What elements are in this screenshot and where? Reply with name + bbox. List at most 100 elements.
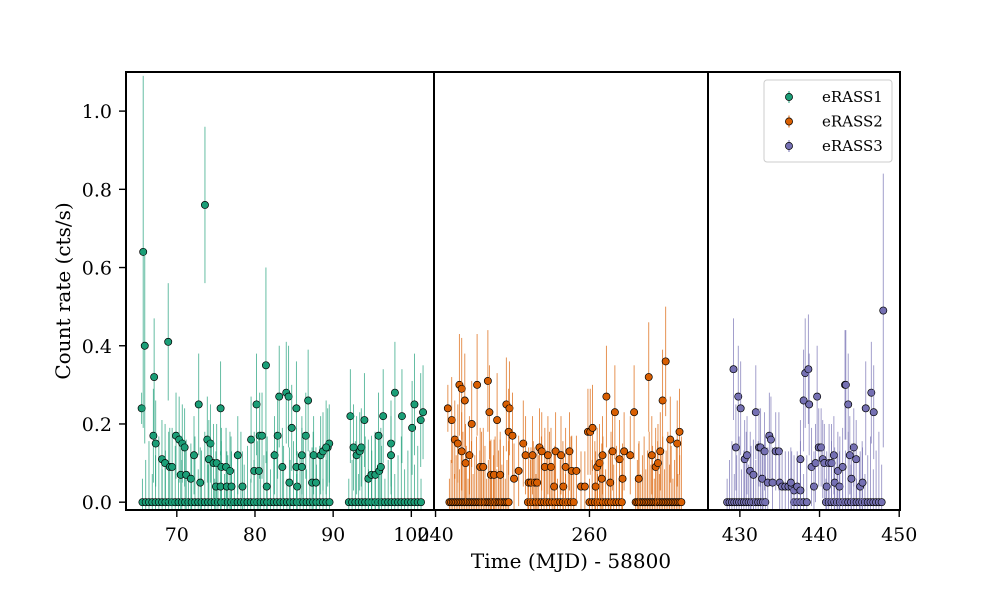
data-point xyxy=(410,400,419,409)
data-point xyxy=(479,463,488,471)
data-point xyxy=(606,478,615,487)
data-point xyxy=(137,404,146,413)
data-point xyxy=(591,482,600,491)
data-point xyxy=(374,431,383,440)
data-point xyxy=(841,380,850,389)
data-point xyxy=(543,451,552,460)
data-point xyxy=(758,474,767,483)
data-point xyxy=(186,474,195,483)
data-point xyxy=(661,357,670,366)
data-point xyxy=(729,365,738,374)
data-point xyxy=(768,478,777,487)
data-point xyxy=(457,384,466,393)
x-tick-label: 430 xyxy=(722,524,758,546)
data-point xyxy=(656,447,665,456)
data-point xyxy=(858,478,867,487)
data-point xyxy=(602,392,611,401)
y-tick-label: 0.4 xyxy=(82,336,112,358)
data-point xyxy=(786,478,795,487)
data-point xyxy=(626,451,635,460)
data-point xyxy=(610,408,619,417)
data-point xyxy=(275,392,284,401)
data-point xyxy=(346,412,355,421)
data-point xyxy=(731,443,740,452)
data-point xyxy=(829,451,838,460)
legend-marker xyxy=(785,93,793,101)
data-point xyxy=(879,306,888,315)
legend: eRASS1 eRASS2 eRASS3 xyxy=(763,79,893,163)
data-point xyxy=(802,498,811,507)
data-point xyxy=(149,431,158,440)
data-point xyxy=(180,443,189,452)
data-point xyxy=(845,451,854,460)
data-point xyxy=(647,451,656,460)
data-point xyxy=(861,404,870,413)
data-point xyxy=(304,396,313,405)
data-point xyxy=(360,416,369,425)
panel-1-data xyxy=(137,75,428,510)
data-point xyxy=(252,400,261,409)
data-point xyxy=(387,451,395,460)
data-point xyxy=(847,474,856,483)
data-point xyxy=(572,466,581,475)
data-point xyxy=(325,498,334,507)
panel-2-data xyxy=(443,306,686,510)
data-point xyxy=(297,463,306,471)
data-point xyxy=(547,463,555,471)
data-point xyxy=(813,392,822,401)
data-point xyxy=(588,423,597,432)
y-tick-label: 0.8 xyxy=(82,179,112,201)
data-point xyxy=(533,478,542,487)
data-point xyxy=(349,443,358,452)
data-point xyxy=(460,396,469,405)
x-tick-label: 70 xyxy=(165,524,189,546)
data-point xyxy=(514,466,523,475)
data-point xyxy=(557,451,565,460)
x-axis-label: Time (MJD) - 58800 xyxy=(471,549,671,573)
legend-marker xyxy=(785,142,793,150)
data-point xyxy=(168,463,177,471)
data-point xyxy=(312,478,320,487)
data-point xyxy=(190,451,198,460)
data-point xyxy=(206,439,215,448)
data-point xyxy=(150,373,159,381)
data-point xyxy=(467,420,476,428)
data-point xyxy=(528,451,537,460)
data-point xyxy=(551,447,560,456)
data-point xyxy=(805,400,814,409)
data-point xyxy=(654,459,662,468)
data-point xyxy=(285,478,294,487)
data-point xyxy=(258,431,266,440)
data-point xyxy=(485,408,494,417)
data-point xyxy=(804,365,813,374)
data-point xyxy=(443,404,452,413)
data-point xyxy=(496,470,505,479)
data-point xyxy=(537,447,546,456)
data-point xyxy=(869,408,878,417)
data-point xyxy=(453,439,462,448)
data-point xyxy=(261,361,270,370)
data-point xyxy=(379,412,388,421)
data-point xyxy=(376,463,385,471)
data-point xyxy=(510,474,518,483)
data-point xyxy=(238,482,247,491)
legend-label: eRASS3 xyxy=(822,137,883,155)
data-point xyxy=(390,388,399,397)
data-point xyxy=(736,404,745,413)
data-point xyxy=(164,337,173,346)
data-point xyxy=(559,482,568,491)
data-point xyxy=(811,459,820,468)
panel-3-data xyxy=(723,173,888,510)
y-tick-label: 0.6 xyxy=(82,258,112,280)
x-tick-label: 440 xyxy=(801,524,837,546)
data-point xyxy=(284,392,293,401)
legend-label: eRASS1 xyxy=(822,88,883,106)
data-point xyxy=(322,443,331,452)
data-point xyxy=(521,451,530,460)
y-tick-label: 0.0 xyxy=(82,492,112,514)
y-axis-label: Count rate (cts/s) xyxy=(51,202,75,379)
data-point xyxy=(673,439,682,448)
legend-marker xyxy=(785,117,793,126)
data-point xyxy=(580,482,589,491)
